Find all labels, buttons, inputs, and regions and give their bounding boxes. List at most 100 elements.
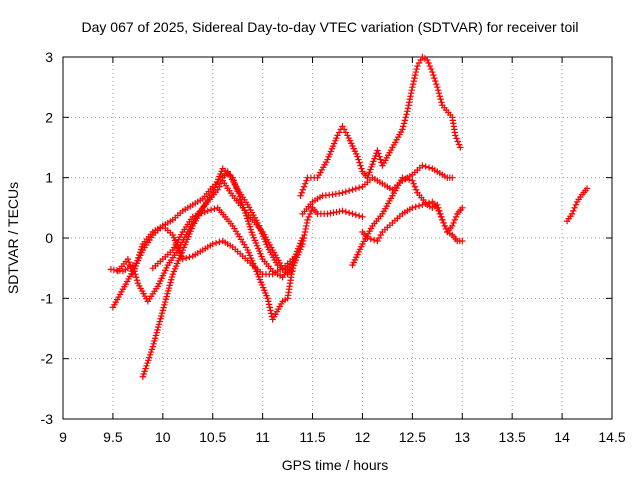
- data-point: [409, 83, 416, 91]
- data-point: [434, 86, 442, 94]
- data-point: [189, 213, 196, 221]
- data-point: [408, 86, 415, 94]
- series-track-9: [359, 198, 466, 245]
- data-point: [244, 218, 252, 225]
- data-point: [376, 153, 383, 160]
- data-point: [433, 80, 440, 88]
- data-point: [436, 93, 444, 100]
- data-point: [240, 204, 247, 211]
- data-point: [161, 298, 169, 306]
- data-point: [168, 273, 176, 281]
- data-point: [364, 234, 371, 242]
- y-axis-label: SDTVAR / TECUs: [5, 182, 21, 294]
- y-tick-label: 2: [45, 109, 53, 125]
- data-point: [168, 276, 175, 283]
- data-point: [426, 62, 434, 70]
- data-point: [430, 71, 437, 79]
- y-tick-label: -3: [41, 411, 54, 427]
- data-point: [138, 243, 146, 250]
- data-point: [289, 255, 296, 263]
- data-point: [409, 80, 417, 88]
- data-point: [412, 203, 419, 211]
- data-point: [377, 156, 384, 163]
- data-point: [427, 65, 435, 73]
- data-point: [207, 206, 215, 214]
- series-track-8: [349, 174, 466, 269]
- axis-ticks: 9 9.5 10 10.5 11 11.5 12 12.5 13 13.5 14 14.5-3-2-1…: [41, 49, 626, 445]
- data-point: [163, 293, 170, 300]
- data-point: [150, 340, 157, 348]
- data-point: [451, 216, 458, 224]
- y-tick-label: 0: [45, 230, 53, 246]
- data-point: [134, 257, 141, 264]
- data-point: [400, 123, 407, 130]
- data-point: [329, 191, 336, 198]
- data-point: [455, 141, 463, 148]
- data-point: [299, 237, 307, 245]
- data-point: [342, 188, 350, 195]
- series-track-5: [149, 204, 366, 323]
- data-point: [306, 210, 314, 218]
- data-point: [342, 208, 350, 216]
- data-point: [241, 207, 248, 214]
- data-point: [407, 90, 415, 97]
- data-point: [146, 354, 153, 361]
- data-point: [449, 222, 456, 230]
- data-point: [148, 346, 156, 353]
- data-point: [339, 189, 346, 196]
- data-point: [403, 111, 410, 118]
- data-point: [412, 68, 420, 76]
- data-point: [299, 186, 307, 193]
- data-point: [158, 312, 165, 320]
- y-tick-label: 3: [45, 49, 53, 65]
- x-tick-label: 11.5: [299, 429, 325, 445]
- data-point: [367, 235, 374, 243]
- data-point: [424, 56, 431, 64]
- data-point: [247, 226, 255, 233]
- data-point: [161, 301, 168, 309]
- data-point: [453, 135, 460, 142]
- data-point: [432, 77, 439, 85]
- data-point: [153, 329, 160, 336]
- data-point: [186, 253, 193, 261]
- data-point: [301, 231, 308, 239]
- data-point: [400, 120, 408, 127]
- data-point: [304, 216, 311, 224]
- data-point: [568, 210, 576, 218]
- data-point: [130, 268, 137, 275]
- data-point: [264, 295, 271, 302]
- y-tick-label: -2: [41, 351, 54, 367]
- data-point: [244, 215, 251, 222]
- data-point: [165, 284, 173, 292]
- data-point: [442, 225, 450, 233]
- data-point: [336, 208, 343, 215]
- data-point: [406, 96, 414, 103]
- data-point: [126, 261, 134, 269]
- data-point: [440, 219, 447, 227]
- x-tick-label: 10.5: [199, 429, 226, 445]
- data-point: [195, 211, 202, 218]
- data-point: [410, 77, 417, 85]
- data-point: [405, 102, 412, 109]
- data-point: [299, 240, 306, 248]
- x-tick-label: 9.5: [103, 429, 123, 445]
- data-point: [308, 207, 315, 215]
- data-point: [459, 237, 466, 245]
- data-point: [429, 68, 436, 76]
- data-point: [437, 96, 444, 103]
- data-point: [345, 187, 353, 194]
- data-point: [302, 225, 309, 233]
- data-point: [411, 74, 418, 82]
- data-point: [402, 175, 409, 182]
- data-point: [301, 228, 309, 236]
- data-point: [158, 309, 166, 317]
- data-point: [449, 174, 456, 181]
- data-point: [425, 199, 433, 207]
- data-point: [303, 222, 310, 230]
- data-point: [441, 222, 449, 230]
- data-point: [425, 59, 432, 67]
- data-point: [370, 236, 378, 244]
- data-point: [357, 162, 364, 169]
- data-point: [459, 204, 466, 212]
- data-point: [583, 185, 591, 192]
